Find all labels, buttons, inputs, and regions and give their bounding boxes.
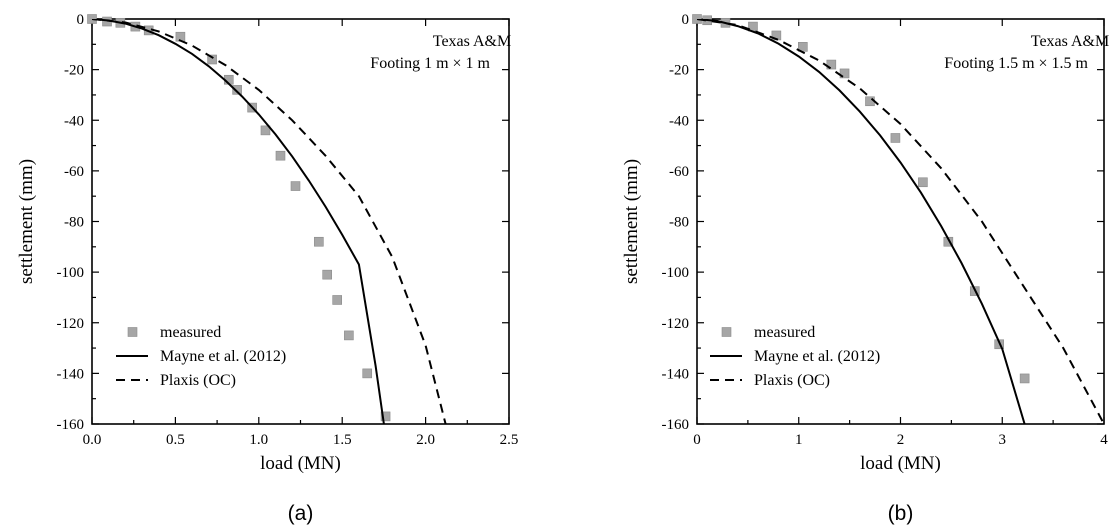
measured-point [332, 295, 342, 305]
legend-label: Mayne et al. (2012) [160, 348, 286, 365]
y-tick-label: -60 [64, 164, 84, 180]
measured-point [232, 85, 242, 95]
chart-a: 0.0 0.5 1.0 1.5 2.0 2.5 0 -20 -40 -60 -80 -100 -120 -… [16, 12, 518, 525]
y-tick-label: -160 [662, 417, 690, 433]
y-tick-label: 0 [682, 12, 690, 28]
plaxis-oc-line [697, 19, 1104, 424]
legend-marker-measured [127, 327, 138, 337]
measured-point [1019, 373, 1030, 384]
x-tick-label: 0.5 [166, 432, 185, 448]
measured-point [260, 125, 271, 136]
y-tick-label: -20 [669, 63, 689, 79]
figure-caption: (a) [288, 502, 314, 525]
plot-frame [91, 18, 510, 425]
measured-point [207, 54, 217, 65]
y-tick-label: -100 [57, 265, 85, 281]
measured-point [839, 68, 850, 79]
x-tick-label: 0.0 [83, 432, 102, 448]
legend-label: measured [754, 324, 815, 341]
site-annotation: Texas A&M [433, 33, 511, 50]
x-tick-label: 2.0 [416, 432, 435, 448]
x-tick-label: 4 [1100, 432, 1108, 448]
legend-label: Plaxis (OC) [754, 372, 830, 389]
legend-label: Mayne et al. (2012) [754, 348, 880, 365]
y-tick-label: -160 [57, 417, 85, 433]
x-axis-label: load (MN) [860, 453, 941, 474]
measured-point [362, 368, 373, 379]
measured-point [275, 150, 286, 161]
measured-point [322, 269, 332, 280]
y-tick-label: -80 [64, 215, 84, 231]
x-tick-label: 3 [999, 432, 1007, 448]
y-tick-label: -80 [669, 215, 689, 231]
mayne-2012-line [92, 19, 385, 424]
y-tick-label: -20 [64, 63, 84, 79]
x-tick-label: 2.5 [500, 432, 519, 448]
measured-point [890, 133, 901, 143]
measured-point [918, 177, 928, 188]
y-tick-label: -140 [57, 366, 85, 382]
plaxis-oc-line [92, 19, 447, 424]
footing-annotation: Footing 1 m × 1 m [370, 55, 490, 72]
x-tick-label: 1.5 [333, 432, 352, 448]
legend-marker-measured [721, 327, 732, 337]
y-tick-label: -120 [57, 316, 85, 332]
x-tick-label: 2 [897, 432, 905, 448]
y-axis-label: settlement (mm) [16, 159, 37, 284]
footing-annotation: Footing 1.5 m × 1.5 m [944, 55, 1088, 72]
measured-point [826, 59, 837, 70]
y-tick-label: -60 [669, 164, 689, 180]
legend-label: measured [160, 324, 221, 341]
y-tick-label: -120 [662, 316, 690, 332]
y-tick-label: 0 [77, 12, 85, 28]
x-axis-label: load (MN) [260, 453, 341, 474]
y-tick-label: -100 [662, 265, 690, 281]
measured-point [344, 330, 354, 341]
site-annotation: Texas A&M [1031, 33, 1109, 50]
figure-caption: (b) [888, 502, 914, 525]
chart-b: 0 1 2 3 4 0 -20 -40 -60 -80 -100 -120 -140 -160 load (… [621, 12, 1109, 525]
mayne-2012-line [697, 19, 1026, 424]
y-tick-label: -140 [662, 366, 690, 382]
measured-point [380, 411, 391, 422]
x-tick-label: 1.0 [249, 432, 268, 448]
measured-point [290, 181, 301, 191]
y-axis-label: settlement (mm) [621, 159, 642, 284]
y-tick-label: -40 [669, 113, 689, 129]
measured-point [314, 236, 324, 247]
y-tick-label: -40 [64, 113, 84, 129]
legend-label: Plaxis (OC) [160, 372, 236, 389]
x-tick-label: 0 [693, 432, 701, 448]
x-tick-label: 1 [795, 432, 803, 448]
